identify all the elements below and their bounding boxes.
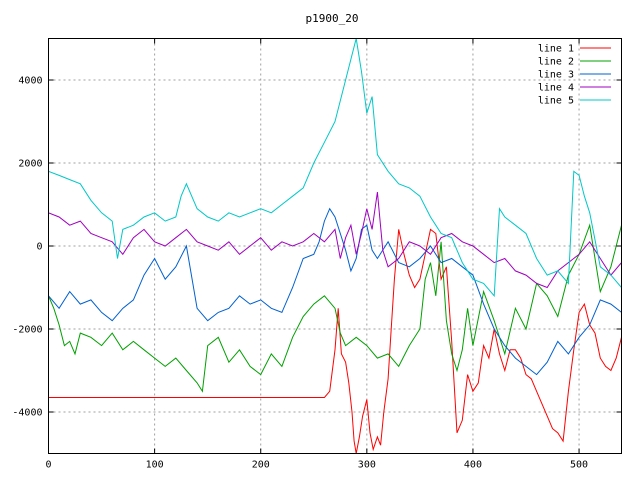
y-tick-label: 0 (36, 242, 42, 253)
x-tick-label: 300 (358, 460, 376, 471)
x-axis: 0 100 200 300 400 500 (45, 38, 588, 471)
series-line-3 (48, 207, 622, 376)
x-tick-label: 200 (252, 460, 270, 471)
legend-label: line 5 (538, 96, 574, 107)
chart-title: p1900_20 (306, 12, 359, 25)
x-tick-label: 0 (45, 460, 51, 471)
y-tick-label: -2000 (12, 325, 42, 336)
grid-lines (48, 38, 622, 454)
series-line-5 (48, 38, 622, 298)
y-tick-label: -4000 (12, 408, 42, 419)
x-tick-label: 400 (464, 460, 482, 471)
series-layer (48, 38, 622, 454)
x-tick-label: 100 (146, 460, 164, 471)
y-tick-label: 4000 (18, 76, 42, 87)
y-tick-label: 2000 (18, 159, 42, 170)
legend-label: line 4 (538, 83, 574, 94)
series-line-2 (48, 223, 622, 393)
legend: line 1 line 2 line 3 line 4 line 5 (538, 44, 611, 107)
legend-label: line 3 (538, 70, 574, 81)
legend-label: line 2 (538, 57, 574, 68)
series-line-1 (48, 228, 622, 454)
series-line-4 (48, 192, 622, 289)
plot-frame (48, 38, 622, 454)
y-axis: -4000 -2000 0 2000 4000 (12, 76, 622, 419)
legend-label: line 1 (538, 44, 574, 55)
x-tick-label: 500 (570, 460, 588, 471)
